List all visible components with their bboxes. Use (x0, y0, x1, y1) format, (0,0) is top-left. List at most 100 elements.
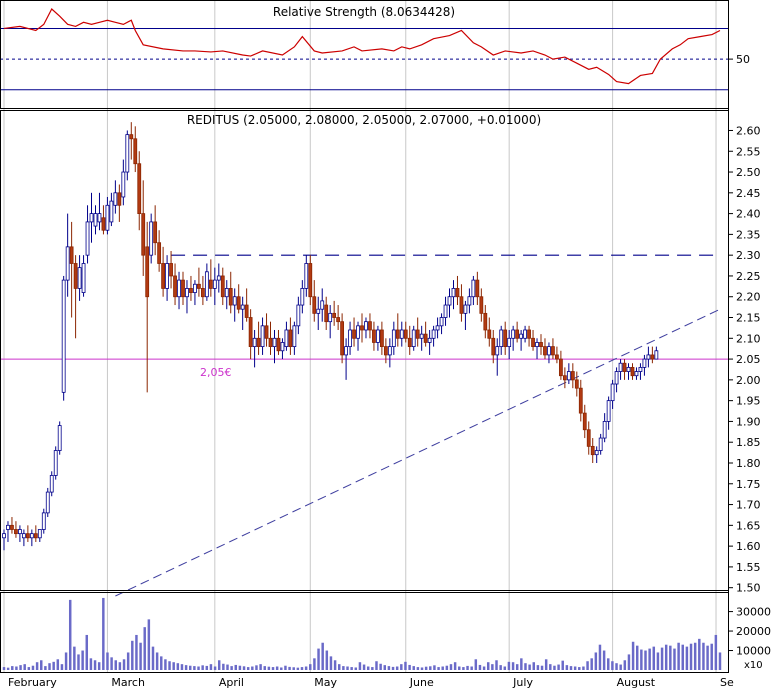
price-ytick-label: 1.90 (736, 415, 761, 428)
candle-body (212, 279, 217, 289)
volume-bar (139, 642, 142, 670)
candle-body (566, 371, 571, 381)
volume-bar (503, 666, 507, 670)
indicator-panel (0, 8, 728, 91)
volume-bar (197, 666, 200, 670)
rs-series-line (3, 8, 721, 85)
volume-bar (623, 660, 627, 670)
volume-bar (102, 597, 105, 670)
candle-body (6, 524, 10, 530)
candle-body (519, 333, 524, 339)
volume-bar (11, 666, 14, 670)
volume-bar (387, 666, 391, 670)
price-ytick-label: 1.50 (736, 582, 761, 595)
candle-body (280, 342, 285, 352)
candle-body (590, 445, 595, 456)
volume-bar (491, 664, 494, 670)
candle-body (447, 296, 452, 306)
candle-body (415, 329, 420, 339)
volume-bar (44, 666, 47, 670)
volume-bar (371, 667, 374, 670)
candle-body (574, 379, 579, 389)
volume-bar (400, 664, 403, 670)
candle-body (387, 346, 392, 356)
volume-bar (553, 665, 556, 670)
volume-bar (578, 667, 581, 670)
candle-body (236, 296, 241, 310)
volume-bar (693, 642, 697, 670)
volume-bar (582, 666, 585, 670)
candle-body (531, 337, 535, 348)
candle-body (85, 221, 90, 256)
volume-bar (433, 665, 436, 670)
panel-frames (0, 0, 729, 673)
volume-bar (267, 666, 271, 670)
candle-body (125, 134, 130, 173)
volume-bar (561, 660, 564, 670)
candle-body (324, 304, 329, 323)
candle-body (288, 329, 293, 348)
volume-bar (304, 666, 308, 670)
volume-bar (284, 665, 287, 670)
volume-bar (648, 648, 651, 670)
volume-bar (685, 646, 689, 670)
volume-bar (478, 664, 482, 670)
volume-bar (375, 661, 378, 670)
candle-body (419, 333, 424, 339)
candle-body (65, 246, 70, 281)
volume-bar (673, 648, 676, 670)
volume-bar (230, 666, 233, 670)
candle-body (383, 346, 388, 356)
candle-body (252, 337, 257, 348)
volume-bar (627, 654, 631, 670)
volume-ytick-label: 20000 (736, 625, 771, 638)
volume-bar (383, 665, 386, 670)
axes: February March April May June July August Se 50 1… (8, 53, 771, 689)
candle-body (25, 533, 30, 539)
month-label: April (219, 676, 244, 689)
volume-bar (296, 667, 300, 670)
month-label: July (512, 676, 533, 689)
volume-bar (201, 665, 204, 670)
candle-body (439, 317, 444, 327)
candle-body (535, 342, 539, 348)
volume-bar (590, 658, 593, 670)
volume-bar (714, 634, 718, 670)
volume-bar (366, 666, 370, 670)
candle-body (507, 337, 512, 348)
price-ytick-label: 1.55 (736, 561, 761, 574)
volume-bar (19, 665, 22, 670)
candle-body (177, 279, 181, 298)
volume-bar (520, 658, 523, 670)
candle-body (578, 387, 583, 414)
candle-body (558, 358, 563, 377)
candle-body (181, 279, 185, 298)
volume-bar (234, 664, 238, 670)
volume-bar (151, 646, 155, 670)
candle-body (336, 317, 341, 323)
candle-body (638, 366, 643, 372)
volume-bar (557, 664, 560, 670)
candle-body (133, 138, 138, 165)
volume-bar (333, 660, 337, 670)
volume-bar (640, 649, 643, 670)
price-panel: 2,05€ (0, 122, 728, 597)
candle-body (308, 263, 313, 298)
volume-bar (689, 643, 693, 670)
candle-body (487, 329, 492, 339)
price-ytick-label: 1.75 (736, 478, 761, 491)
volume-bar (350, 667, 353, 670)
candle-body (276, 337, 281, 352)
candle-body (399, 329, 404, 339)
volume-bar (660, 647, 664, 670)
candle-body (511, 329, 516, 339)
volume-bar (607, 658, 610, 670)
candle-body (296, 304, 301, 327)
price-ytick-label: 2.45 (736, 187, 761, 200)
volume-bar (495, 660, 498, 670)
price-ytick-label: 1.85 (736, 436, 761, 449)
volume-bar (193, 666, 196, 670)
candle-body (204, 271, 209, 298)
candle-body (467, 296, 472, 306)
candle-body (642, 358, 647, 368)
